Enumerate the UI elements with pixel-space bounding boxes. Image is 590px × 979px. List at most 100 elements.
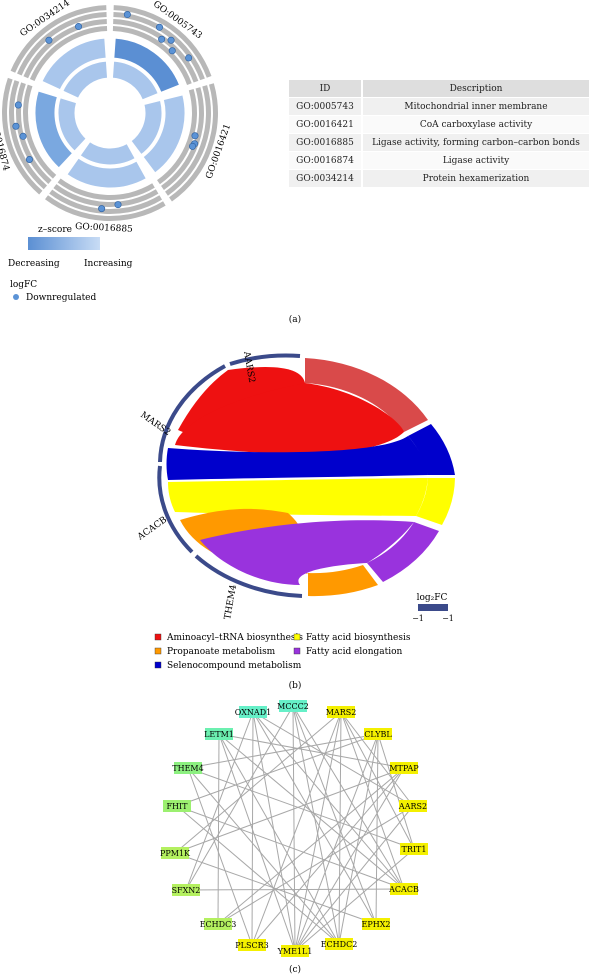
legend-label: Fatty acid elongation	[306, 647, 403, 657]
go-term-table: ID Description GO:0005743 Mitochondrial i…	[289, 80, 589, 188]
zscore-legend: z–score Decreasing Increasing logFC Down…	[8, 225, 133, 303]
network-node	[390, 883, 418, 895]
network-edge	[187, 767, 340, 945]
gene-label-acacb: ACACB	[135, 515, 169, 543]
table-cell-description: Ligase activity, forming carbon–carbon b…	[362, 133, 589, 152]
log2fc-max: −1	[442, 614, 454, 623]
network-edge	[251, 767, 405, 946]
network-node-label: CLYBL	[364, 730, 392, 739]
go-track-ring	[22, 84, 57, 179]
gene-label-them4: THEM4	[223, 584, 239, 621]
go-track-ring	[165, 85, 211, 196]
ribbon-fatty-acid-elongation	[200, 520, 414, 585]
network-edge	[375, 733, 379, 925]
gene-arc-mars2	[158, 364, 226, 463]
go-zscore-inner-segment	[79, 140, 136, 166]
log2fc-title: log₂FC	[417, 593, 448, 603]
zscore-title: z–score	[38, 225, 72, 235]
go-gene-dot	[25, 156, 33, 164]
table-cell-description: Ligase activity	[362, 151, 589, 170]
ribbon-selenocompound	[166, 436, 428, 480]
log2fc-legend: log₂FC −1 −1	[412, 593, 454, 623]
network-edge	[174, 711, 342, 854]
network-edge	[251, 711, 254, 946]
network-edge	[294, 767, 405, 952]
network-node-label: AARS2	[398, 802, 427, 811]
network-node-label: PPM1K	[160, 849, 191, 858]
legend-label: Fatty acid biosynthesis	[306, 633, 411, 643]
network-node	[362, 918, 390, 930]
network-node	[399, 800, 427, 812]
network-node-label: PLSCR3	[235, 941, 268, 950]
network-node	[281, 945, 309, 957]
go-count-segment	[41, 37, 107, 91]
go-gene-dot	[168, 47, 176, 55]
network-node-label: THEM4	[172, 764, 203, 773]
network-node-label: ECHDC3	[200, 920, 237, 929]
log2fc-bar	[418, 604, 448, 611]
network-node-label: FHIT	[166, 802, 188, 811]
network-node	[172, 884, 200, 896]
network-node-label: MARS2	[326, 708, 357, 717]
network-edge	[218, 733, 296, 952]
go-track-ring	[8, 80, 48, 190]
table-cell-id: GO:0005743	[289, 97, 363, 116]
legend-label: Selenocompound metabolism	[167, 661, 302, 671]
table-cell-description: Protein hexamerization	[362, 169, 589, 188]
go-gene-dot	[185, 54, 193, 62]
network-edge	[187, 733, 379, 769]
go-track-ring	[23, 19, 107, 79]
network-edge	[217, 805, 414, 925]
network-edge	[176, 805, 405, 890]
go-gene-dot	[114, 201, 122, 209]
gene-arc-them4	[194, 554, 303, 598]
network-node	[327, 706, 355, 718]
goplot-circle: GO:0005743GO:0016421GO:0016885GO:0016874…	[0, 0, 233, 235]
network-node	[325, 938, 353, 950]
network-node-label: EPHX2	[362, 920, 391, 929]
go-count-segment	[34, 90, 74, 169]
go-zscore-inner-segment	[111, 60, 159, 101]
table-header-id: ID	[289, 80, 363, 98]
table-row: GO:0005743 Mitochondrial inner membrane	[289, 97, 589, 116]
downregulated-dot-icon	[13, 294, 19, 300]
go-zscore-inner-segment	[62, 60, 109, 99]
network-edge	[252, 711, 414, 807]
zscore-low-label: Decreasing	[8, 259, 60, 269]
chord-diagram: AARS2 MARS2 ACACB THEM4	[135, 350, 455, 621]
go-track-ring	[10, 5, 107, 73]
legend-swatch	[293, 633, 301, 641]
table-cell-id: GO:0016421	[289, 115, 363, 134]
network-node	[174, 762, 202, 774]
network-node	[204, 918, 232, 930]
panel-a-label: (a)	[289, 314, 301, 325]
go-track-ring	[29, 26, 108, 81]
panel-b-label: (b)	[289, 680, 302, 691]
network-edge	[218, 733, 340, 945]
ribbon-aminoacyl-2	[175, 383, 404, 454]
go-count-segment	[113, 37, 181, 94]
table-cell-id: GO:0034214	[289, 169, 363, 188]
log2fc-min: −1	[412, 614, 424, 623]
network-edge	[294, 711, 342, 952]
network-node-label: LETM1	[204, 730, 234, 739]
network-edge	[340, 711, 414, 807]
legend-label: Aminoacyl–tRNA biosynthesis	[166, 633, 303, 643]
network-edge	[338, 733, 379, 945]
table-row: GO:0016874 Ligase activity	[289, 151, 589, 170]
propanoate-arc	[308, 565, 378, 597]
network-node-label: MTPAP	[389, 764, 419, 773]
network-edge	[377, 733, 415, 850]
table-row: GO:0016885 Ligase activity, forming carbo…	[289, 133, 589, 152]
network-node-label: ACACB	[388, 885, 419, 894]
go-gene-dot	[75, 23, 83, 31]
table-row: GO:0016421 CoA carboxylase activity	[289, 115, 589, 134]
go-gene-dot	[123, 11, 131, 19]
network-edge	[340, 711, 405, 890]
go-gene-dot	[14, 101, 22, 109]
go-zscore-inner-segment	[130, 99, 163, 156]
network-edge	[252, 711, 377, 925]
go-track-ring	[113, 19, 199, 83]
ppi-network: MCCC2 MARS2 CLYBL MTPAP AARS2 TRIT1 ACACB EPHX2…	[160, 700, 428, 957]
